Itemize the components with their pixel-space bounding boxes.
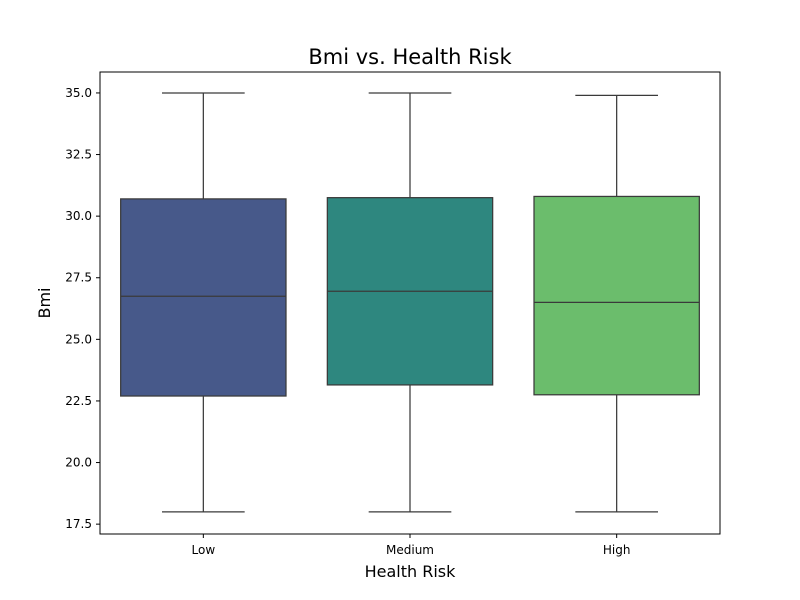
box-group-low [120, 92, 287, 513]
y-tick-label: 30.0 [65, 209, 92, 223]
box-group-medium [326, 92, 494, 513]
x-axis-label: Health Risk [365, 562, 457, 581]
x-tick-label-low: Low [192, 543, 216, 557]
box-low [120, 198, 287, 397]
x-axis-ticks: Low Medium High [192, 534, 631, 557]
y-tick-label: 20.0 [65, 456, 92, 470]
box-group-high [533, 94, 700, 513]
y-tick-label: 25.0 [65, 332, 92, 346]
x-tick-label-high: High [603, 543, 631, 557]
boxes-layer [120, 92, 700, 513]
chart-title: Bmi vs. Health Risk [308, 45, 512, 69]
y-tick-label: 35.0 [65, 86, 92, 100]
x-tick-label-medium: Medium [386, 543, 434, 557]
y-axis-ticks: 17.5 20.0 22.5 25.0 27.5 30.0 32.5 35.0 [65, 86, 100, 531]
y-tick-label: 22.5 [65, 394, 92, 408]
box-high [533, 195, 700, 396]
y-tick-label: 32.5 [65, 148, 92, 162]
y-tick-label: 27.5 [65, 271, 92, 285]
y-axis-label: Bmi [35, 287, 54, 318]
y-tick-label: 17.5 [65, 517, 92, 531]
